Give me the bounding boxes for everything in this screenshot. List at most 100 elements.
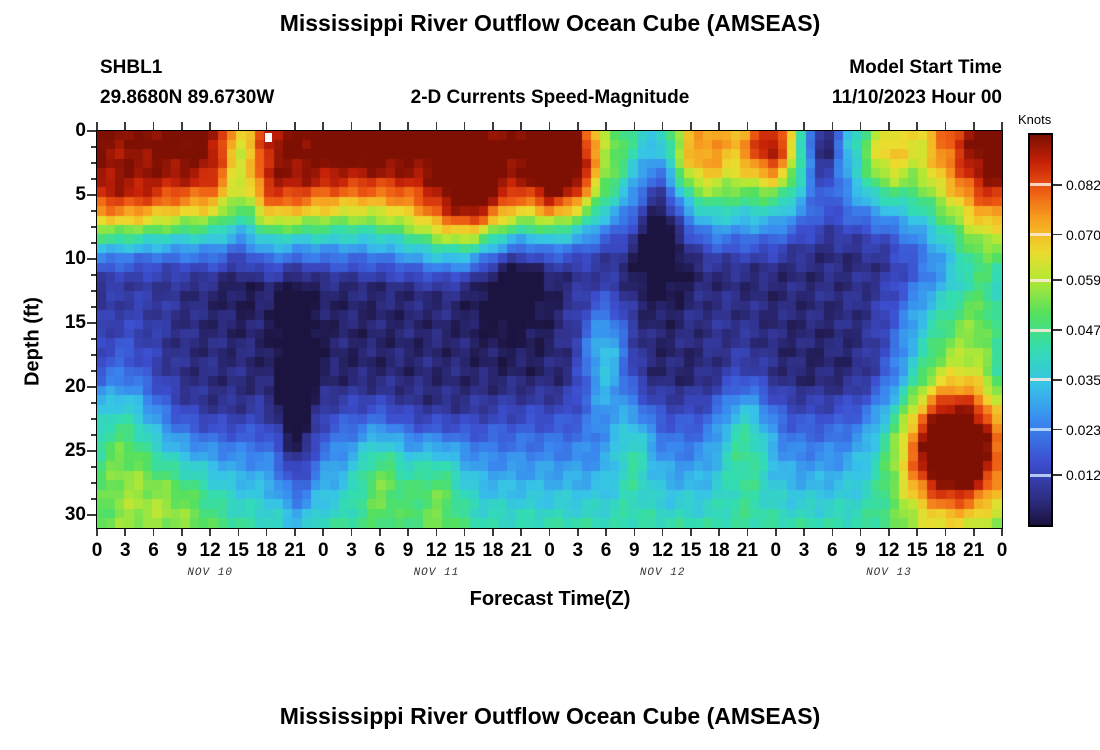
x-axis-tick-label: 3 bbox=[572, 540, 584, 561]
colorbar-tick-label: 0.047 bbox=[1066, 322, 1100, 338]
x-axis-tick bbox=[746, 122, 749, 130]
x-axis-tick bbox=[944, 528, 947, 536]
colorbar-title: Knots bbox=[1018, 112, 1052, 127]
x-axis-tick bbox=[1001, 528, 1003, 536]
x-axis-tick bbox=[492, 122, 494, 130]
x-axis-tick bbox=[576, 122, 579, 130]
x-axis-tick-label: 21 bbox=[963, 540, 985, 561]
model-start-time-label: Model Start Time bbox=[849, 57, 1002, 78]
x-axis-tick bbox=[718, 528, 720, 536]
x-axis-tick bbox=[690, 528, 692, 536]
colorbar-tick-mark bbox=[1030, 378, 1051, 382]
colorbar-tick-mark bbox=[1030, 473, 1051, 477]
x-axis-tick bbox=[633, 122, 636, 130]
x-axis-tick bbox=[124, 528, 127, 536]
y-axis-tick bbox=[87, 322, 96, 324]
x-axis-tick bbox=[407, 528, 409, 536]
colorbar-tick-outer bbox=[1053, 428, 1062, 431]
y-axis-tick-label: 15 bbox=[64, 312, 86, 334]
x-axis-tick bbox=[294, 528, 296, 536]
x-axis-tick bbox=[96, 528, 98, 536]
x-axis-tick bbox=[944, 122, 947, 130]
x-axis-tick-label: 15 bbox=[227, 540, 249, 561]
x-axis-tick bbox=[322, 122, 325, 130]
y-axis-minor-tick bbox=[91, 418, 96, 420]
y-axis-minor-tick bbox=[91, 226, 96, 228]
x-axis-tick bbox=[548, 528, 551, 536]
x-axis-tick-label: 6 bbox=[374, 540, 386, 561]
x-axis-tick-label: 15 bbox=[680, 540, 702, 561]
colorbar-tick-label: 0.012 bbox=[1066, 467, 1100, 484]
x-axis-tick bbox=[803, 122, 805, 130]
x-axis-tick bbox=[916, 122, 918, 130]
y-axis-minor-tick bbox=[91, 162, 96, 164]
x-axis-tick-label: 9 bbox=[855, 540, 866, 561]
x-axis-tick bbox=[888, 528, 890, 536]
colorbar-tick-label: 0.023 bbox=[1066, 421, 1100, 438]
x-axis-tick bbox=[181, 122, 183, 130]
y-axis-tick-label: 10 bbox=[64, 248, 86, 270]
station-id-label: SHBL1 bbox=[100, 57, 163, 78]
x-axis-tick-label: 18 bbox=[482, 540, 504, 561]
colorbar-tick-label: 0.035 bbox=[1066, 371, 1100, 388]
x-axis-tick bbox=[237, 528, 240, 536]
y-axis-minor-tick bbox=[91, 370, 96, 372]
colorbar-tick-mark bbox=[1030, 328, 1051, 332]
x-axis-title: Forecast Time(Z) bbox=[469, 588, 631, 610]
x-axis-tick bbox=[576, 528, 579, 536]
x-axis-tick bbox=[803, 528, 805, 536]
current-time-marker bbox=[265, 133, 272, 142]
x-axis-tick-label: 0 bbox=[91, 540, 103, 561]
y-axis-tick bbox=[87, 514, 96, 516]
x-axis-tick bbox=[322, 528, 325, 536]
heatmap-plot-area[interactable] bbox=[87, 122, 1003, 536]
x-axis-tick-label: 12 bbox=[425, 540, 447, 561]
x-axis-day-label: NOV 10 bbox=[187, 567, 233, 579]
heatmap-canvas[interactable] bbox=[97, 131, 1002, 528]
x-axis-tick-label: 21 bbox=[736, 540, 759, 561]
y-axis-tick bbox=[87, 194, 96, 196]
x-axis-tick-label: 18 bbox=[256, 540, 278, 561]
x-axis-tick bbox=[916, 528, 918, 536]
x-axis-tick bbox=[265, 122, 268, 130]
x-axis-tick-label: 6 bbox=[600, 540, 612, 561]
x-axis-tick bbox=[209, 528, 211, 536]
page-title: Mississippi River Outflow Ocean Cube (AM… bbox=[279, 10, 821, 36]
y-axis-minor-tick bbox=[91, 290, 96, 292]
x-axis-tick-label: 9 bbox=[402, 540, 414, 561]
x-axis-tick bbox=[294, 122, 296, 130]
y-axis-tick bbox=[87, 450, 96, 452]
y-axis-minor-tick bbox=[91, 338, 96, 340]
x-axis-tick bbox=[661, 528, 664, 536]
x-axis-tick bbox=[972, 528, 975, 536]
x-axis-tick-label: 3 bbox=[346, 540, 357, 561]
model-start-time-value: 11/10/2023 Hour 00 bbox=[831, 87, 1002, 108]
x-axis-tick bbox=[605, 122, 607, 130]
x-axis-tick-label: 18 bbox=[934, 540, 957, 561]
colorbar-tick-outer bbox=[1053, 279, 1062, 281]
station-coordinates-label: 29.8680N 89.6730W bbox=[100, 87, 275, 108]
y-axis-minor-tick bbox=[91, 482, 96, 484]
colorbar-tick-mark bbox=[1030, 278, 1051, 282]
x-axis-tick bbox=[774, 122, 777, 130]
colorbar-tick-mark bbox=[1030, 233, 1051, 237]
x-axis-tick-label: 12 bbox=[199, 540, 221, 561]
x-axis-tick bbox=[209, 122, 211, 130]
x-axis-tick bbox=[774, 528, 777, 536]
x-axis-tick-label: 15 bbox=[906, 540, 928, 561]
x-axis-tick bbox=[1001, 122, 1003, 130]
x-axis-tick bbox=[350, 528, 353, 536]
x-axis-tick bbox=[690, 122, 692, 130]
y-axis-tick-label: 0 bbox=[75, 120, 86, 141]
colorbar-tick-outer bbox=[1053, 474, 1062, 476]
y-axis-tick bbox=[87, 258, 96, 260]
x-axis-tick bbox=[605, 528, 607, 536]
x-axis-tick bbox=[548, 122, 551, 130]
x-axis-tick bbox=[435, 122, 438, 130]
y-axis-minor-tick bbox=[91, 434, 96, 436]
colorbar-tick-label: 0.070 bbox=[1066, 226, 1100, 243]
colorbar-tick-mark bbox=[1030, 183, 1051, 187]
y-axis-tick-label: 30 bbox=[64, 504, 86, 526]
x-axis-tick bbox=[859, 122, 862, 130]
y-axis-minor-tick bbox=[91, 354, 96, 356]
